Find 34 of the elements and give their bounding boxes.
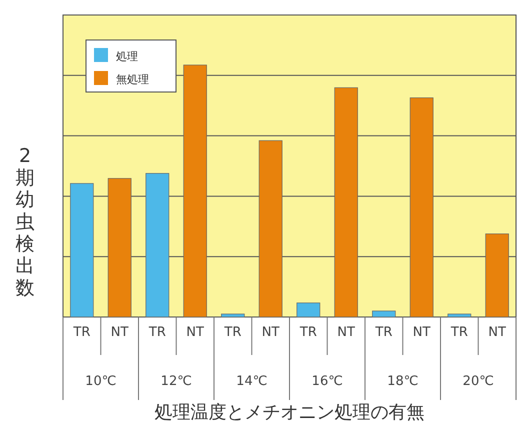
text: NT [488,325,506,340]
text: NT [110,325,129,340]
bar [258,140,282,318]
x-tick-label: 10℃ [85,374,116,389]
x-tick-label: 18℃ [387,374,418,389]
legend-label: 無処理 [116,73,149,86]
bar [448,314,472,318]
bar [70,183,94,318]
bar [485,234,509,318]
y-axis-title: 2期幼虫検出数 [16,145,34,299]
text: TR [374,325,392,340]
bar [296,302,320,318]
bar [372,310,396,318]
x-tick-label: 12℃ [160,374,192,389]
text: NT [186,325,204,340]
x-axis-title: 処理温度とメチオニン処理の有無 [154,402,424,423]
text: TR [148,325,166,340]
x-tick-label: 20℃ [462,374,494,389]
text: NT [262,325,280,340]
text: TR [450,325,468,340]
bar [183,64,207,318]
text: TR [223,325,242,340]
x-tick-label: 14℃ [236,374,268,389]
text: NT [337,325,356,340]
x-tick-label: 16℃ [312,374,343,389]
text: TR [298,325,317,340]
text: TR [72,325,90,340]
text: NT [412,325,431,340]
bar [108,178,132,318]
bar [146,173,170,318]
bar [221,314,245,318]
legend-label: 処理 [116,50,138,63]
bar [410,97,434,318]
bar [334,87,358,318]
